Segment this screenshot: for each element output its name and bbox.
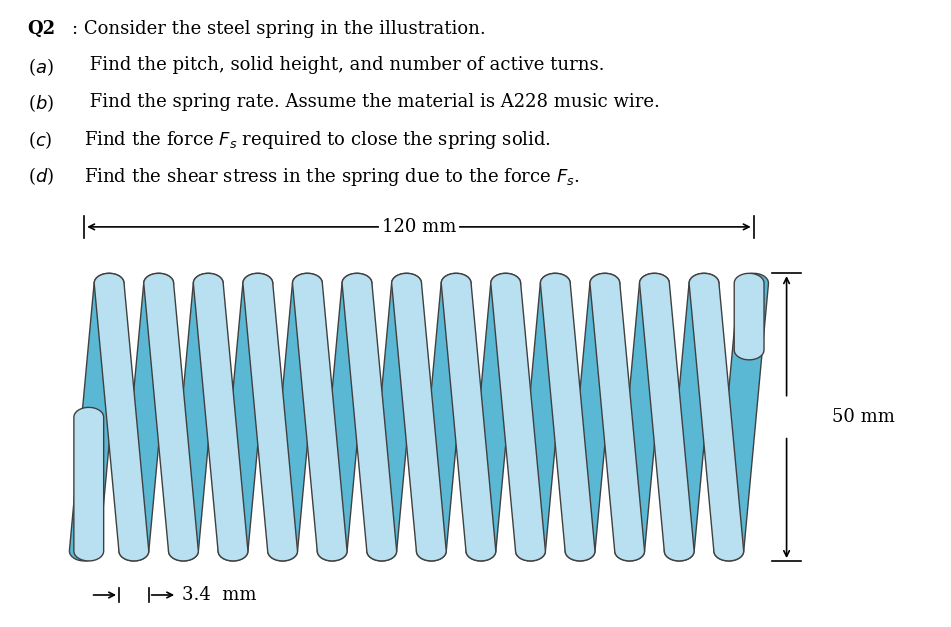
Polygon shape bbox=[318, 273, 372, 561]
Polygon shape bbox=[417, 273, 471, 561]
Polygon shape bbox=[367, 273, 421, 561]
Polygon shape bbox=[268, 273, 322, 561]
Polygon shape bbox=[342, 273, 397, 561]
Polygon shape bbox=[119, 273, 173, 561]
Text: ($a$): ($a$) bbox=[28, 56, 53, 78]
Polygon shape bbox=[218, 273, 273, 561]
Polygon shape bbox=[565, 273, 620, 561]
Polygon shape bbox=[168, 273, 223, 561]
Text: Find the pitch, solid height, and number of active turns.: Find the pitch, solid height, and number… bbox=[85, 56, 605, 74]
Polygon shape bbox=[714, 273, 768, 561]
Text: Find the spring rate. Assume the material is A228 music wire.: Find the spring rate. Assume the materia… bbox=[85, 93, 660, 110]
Text: Find the shear stress in the spring due to the force $F_s$.: Find the shear stress in the spring due … bbox=[85, 166, 580, 187]
Text: ($d$): ($d$) bbox=[28, 166, 54, 187]
Polygon shape bbox=[734, 273, 764, 360]
Polygon shape bbox=[193, 273, 248, 561]
Polygon shape bbox=[243, 273, 298, 561]
Text: : Consider the steel spring in the illustration.: : Consider the steel spring in the illus… bbox=[72, 19, 486, 38]
Text: Q2: Q2 bbox=[28, 19, 56, 38]
Polygon shape bbox=[540, 273, 595, 561]
Polygon shape bbox=[144, 273, 199, 561]
Polygon shape bbox=[590, 273, 645, 561]
Polygon shape bbox=[69, 273, 124, 561]
Polygon shape bbox=[515, 273, 571, 561]
Polygon shape bbox=[491, 273, 545, 561]
Text: ($c$): ($c$) bbox=[28, 129, 52, 151]
Text: Find the force $F_s$ required to close the spring solid.: Find the force $F_s$ required to close t… bbox=[85, 129, 552, 151]
Polygon shape bbox=[74, 408, 104, 561]
Polygon shape bbox=[392, 273, 446, 561]
Text: 120 mm: 120 mm bbox=[381, 218, 456, 236]
Polygon shape bbox=[689, 273, 744, 561]
Polygon shape bbox=[640, 273, 694, 561]
Polygon shape bbox=[293, 273, 347, 561]
Polygon shape bbox=[466, 273, 520, 561]
Text: 50 mm: 50 mm bbox=[832, 408, 895, 426]
Text: 3.4  mm: 3.4 mm bbox=[182, 586, 256, 604]
Polygon shape bbox=[441, 273, 495, 561]
Polygon shape bbox=[665, 273, 719, 561]
Polygon shape bbox=[94, 273, 148, 561]
Polygon shape bbox=[614, 273, 670, 561]
Text: ($b$): ($b$) bbox=[28, 93, 54, 115]
